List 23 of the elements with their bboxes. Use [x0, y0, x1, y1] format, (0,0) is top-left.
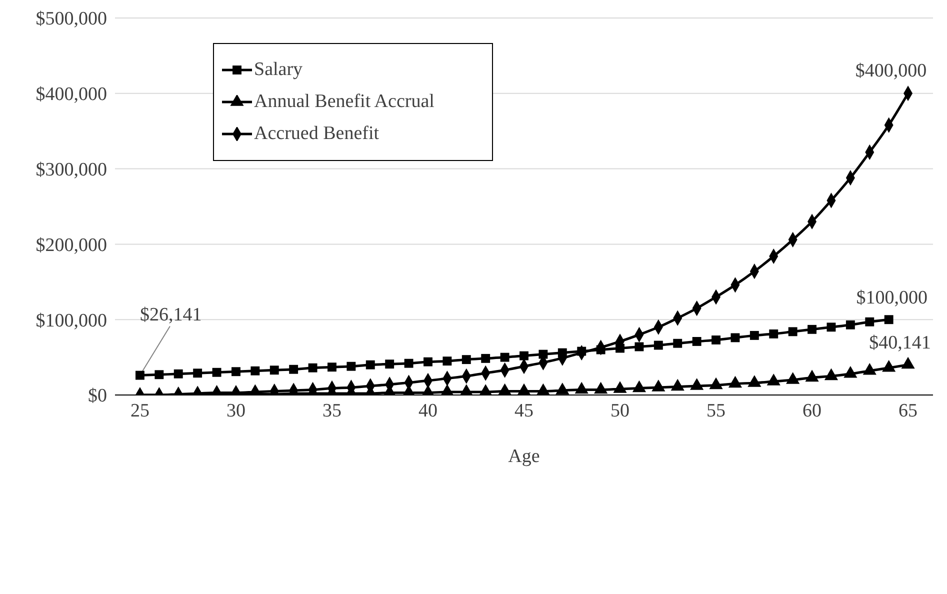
y-tick-label: $500,000 — [36, 8, 107, 30]
annotation: $400,000 — [855, 60, 927, 82]
y-tick-label: $0 — [88, 386, 107, 407]
y-tick-label: $300,000 — [36, 160, 107, 181]
legend-label: Annual Benefit Accrual — [254, 91, 434, 113]
legend-label: Salary — [254, 59, 303, 81]
annotation: $26,141 — [140, 304, 202, 326]
annotation: $40,141 — [869, 332, 931, 354]
x-tick-label: 45 — [514, 400, 534, 422]
annotation: $100,000 — [856, 288, 928, 309]
x-axis-title: Age — [508, 446, 540, 467]
y-tick-label: $400,000 — [36, 84, 107, 106]
x-tick-label: 60 — [802, 400, 822, 422]
x-tick-label: 65 — [898, 400, 918, 422]
x-tick-label: 30 — [226, 400, 246, 422]
x-tick-label: 35 — [322, 400, 342, 422]
legend-label: Accrued Benefit — [254, 123, 380, 145]
x-tick-label: 50 — [610, 400, 630, 422]
x-tick-label: 55 — [706, 400, 726, 422]
y-tick-label: $200,000 — [36, 234, 107, 256]
x-tick-label: 25 — [130, 400, 150, 422]
x-tick-label: 40 — [418, 400, 438, 422]
y-tick-label: $100,000 — [36, 310, 107, 332]
